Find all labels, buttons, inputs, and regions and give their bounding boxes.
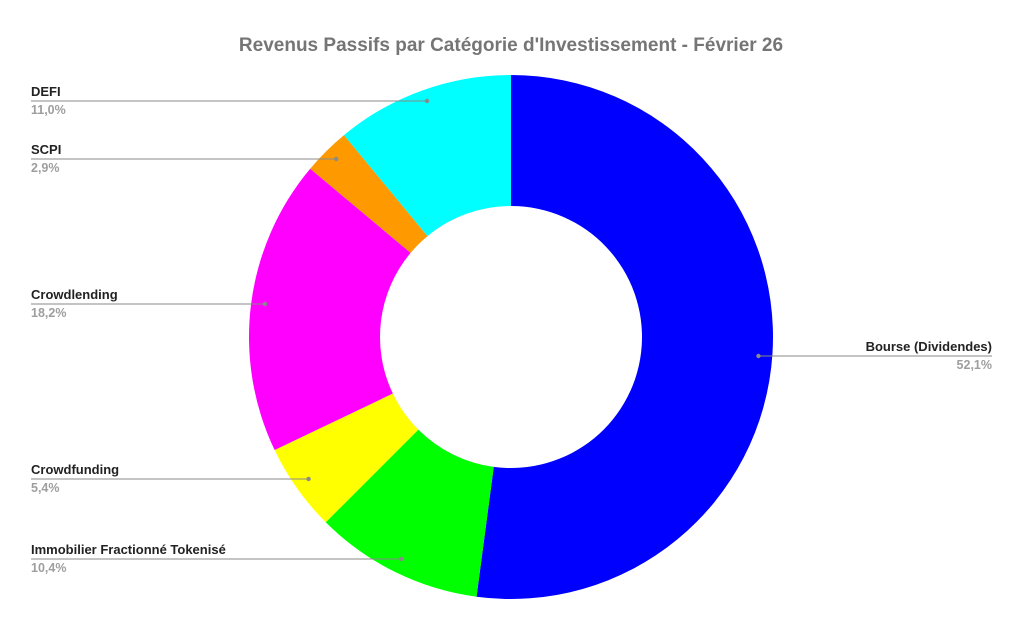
label-bourse-dividendes: Bourse (Dividendes) xyxy=(866,339,992,354)
label-crowdfunding: Crowdfunding xyxy=(31,462,119,477)
value-crowdfunding: 5,4% xyxy=(31,481,60,495)
slice-crowdlending xyxy=(249,168,411,451)
slice-immobilier-fractionne-tokenise xyxy=(325,429,494,597)
slice-crowdfunding xyxy=(274,393,419,523)
slice-scpi xyxy=(310,135,428,253)
chart-title: Revenus Passifs par Catégorie d'Investis… xyxy=(239,35,783,56)
slice-labels: Bourse (Dividendes) 52,1% Immobilier Fract… xyxy=(31,84,992,575)
label-scpi: SCPI xyxy=(31,142,61,157)
value-immobilier-fractionne-tokenise: 10,4% xyxy=(31,561,66,575)
label-crowdlending: Crowdlending xyxy=(31,287,118,302)
label-immobilier-fractionne-tokenise: Immobilier Fractionné Tokenisé xyxy=(31,542,226,557)
leader-dot-immobilier-fractionne-tokenise xyxy=(398,556,404,562)
value-crowdlending: 18,2% xyxy=(31,306,66,320)
value-defi: 11,0% xyxy=(31,103,66,117)
value-scpi: 2,9% xyxy=(31,161,60,175)
leader-dot-scpi xyxy=(333,156,339,162)
value-bourse-dividendes: 52,1% xyxy=(957,358,992,372)
slice-defi xyxy=(343,75,511,237)
label-defi: DEFI xyxy=(31,84,61,99)
leader-dot-crowdfunding xyxy=(306,476,311,482)
donut-slices xyxy=(249,75,773,599)
slice-bourse-dividendes xyxy=(476,75,773,599)
leader-dot-bourse-dividendes xyxy=(756,353,761,359)
leader-dot-defi xyxy=(424,98,430,104)
leader-dot-crowdlending xyxy=(262,301,268,307)
